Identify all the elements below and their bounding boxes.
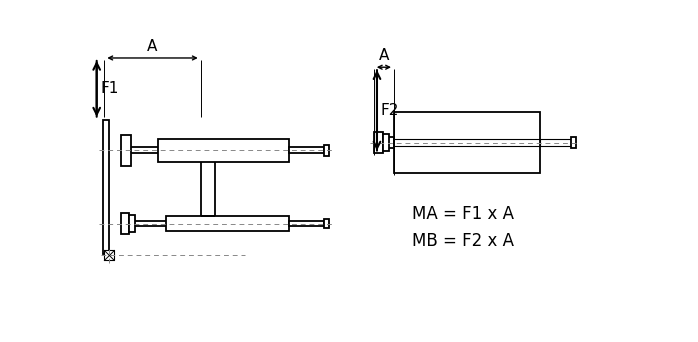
Bar [103, 120, 109, 254]
Text: F1: F1 [101, 81, 119, 96]
Bar [121, 135, 131, 166]
Bar [374, 132, 383, 154]
Bar [540, 139, 571, 146]
Bar [166, 216, 289, 231]
Bar [129, 215, 135, 232]
Bar [158, 139, 289, 162]
Bar [289, 147, 324, 154]
Text: A: A [379, 48, 389, 63]
Text: F2: F2 [381, 103, 399, 118]
Text: MA = F1 x A: MA = F1 x A [413, 205, 514, 223]
Bar [383, 134, 389, 151]
Text: A: A [147, 39, 158, 54]
Bar [105, 250, 114, 261]
Bar [121, 213, 129, 234]
Bar [324, 219, 329, 228]
Bar [324, 145, 329, 156]
Bar [394, 112, 540, 173]
Bar [571, 137, 577, 148]
Bar [289, 221, 324, 226]
Text: MB = F2 x A: MB = F2 x A [413, 232, 514, 250]
